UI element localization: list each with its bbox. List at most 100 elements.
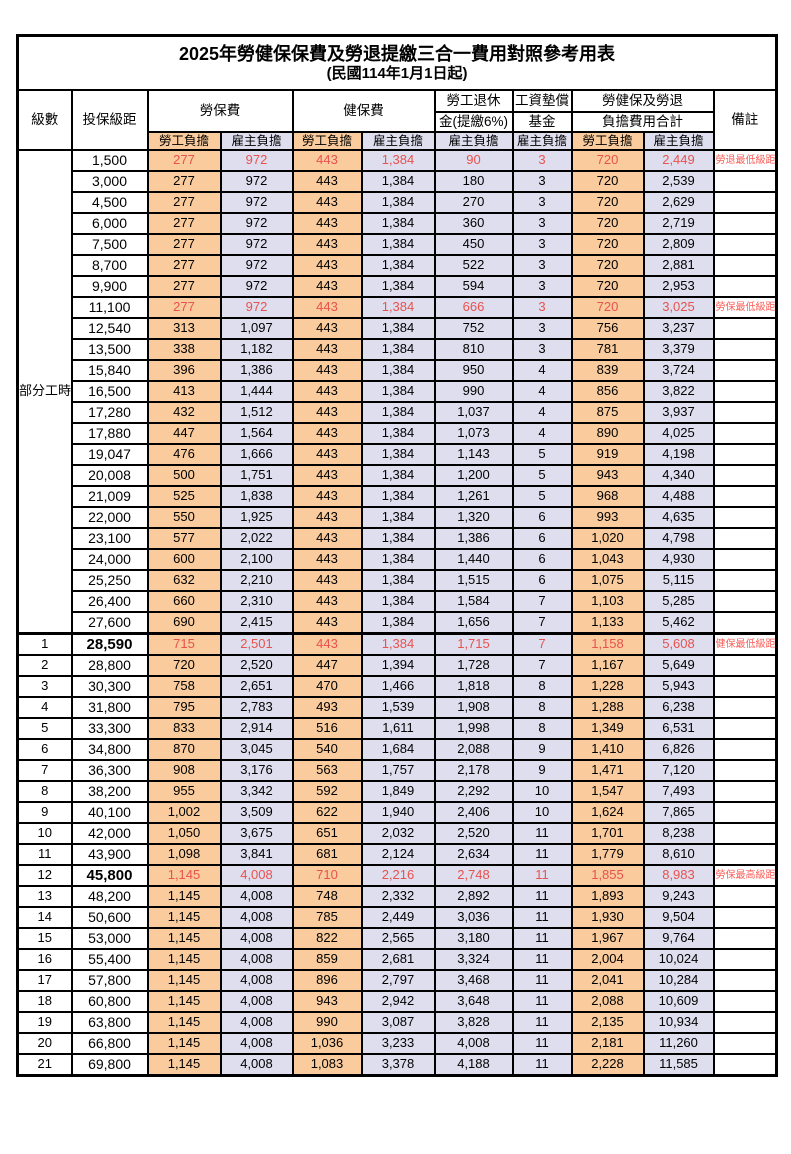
level-cell: 20 (16, 1032, 73, 1055)
remark-cell (712, 675, 778, 698)
pension-employer-cell: 360 (433, 212, 514, 235)
table-row: 12,540 313 1,097 443 1,384 752 3 756 3,237 (18, 317, 778, 340)
health-employee-cell: 443 (291, 548, 363, 571)
health-employer-cell: 2,681 (360, 948, 436, 971)
table-row: 20 66,800 1,145 4,008 1,036 3,233 4,008 11 2,181… (16, 1032, 778, 1055)
total-employee-cell: 1,701 (570, 822, 645, 845)
health-employer-cell: 1,384 (360, 338, 436, 361)
subheader-total-employee: 勞工負擔 (570, 131, 645, 151)
wage-fund-employer-cell: 3 (511, 170, 573, 193)
total-employee-cell: 890 (570, 422, 645, 445)
health-employee-cell: 443 (291, 611, 363, 635)
health-employee-cell: 443 (291, 422, 363, 445)
total-employer-cell: 6,531 (642, 717, 715, 740)
table-row: 6,000 277 972 443 1,384 360 3 720 2,719 (18, 212, 778, 235)
health-employee-cell: 443 (291, 380, 363, 403)
health-employer-cell: 3,087 (360, 1011, 436, 1034)
pension-employer-cell: 1,998 (433, 717, 514, 740)
remark-cell (712, 611, 778, 635)
total-employee-cell: 1,855 (570, 864, 645, 887)
remark-cell (712, 401, 778, 424)
bracket-cell: 30,300 (70, 675, 149, 698)
wage-fund-employer-cell: 11 (511, 843, 573, 866)
health-employer-cell: 2,797 (360, 969, 436, 992)
pension-employer-cell: 1,073 (433, 422, 514, 445)
health-employee-cell: 443 (291, 569, 363, 592)
remark-cell (712, 443, 778, 466)
labor-employer-cell: 3,342 (219, 780, 294, 803)
health-employee-cell: 470 (291, 675, 363, 698)
bracket-cell: 11,100 (70, 296, 149, 319)
labor-employer-cell: 1,512 (219, 401, 294, 424)
table-row: 20,008 500 1,751 443 1,384 1,200 5 943 4,340 (18, 464, 778, 487)
labor-employee-cell: 632 (146, 569, 222, 592)
pension-employer-cell: 1,320 (433, 506, 514, 529)
wage-fund-employer-cell: 11 (511, 1053, 573, 1077)
bracket-cell: 43,900 (70, 843, 149, 866)
health-employee-cell: 748 (291, 885, 363, 908)
labor-employer-cell: 1,097 (219, 317, 294, 340)
remark-cell (712, 1011, 778, 1034)
labor-employee-cell: 1,145 (146, 927, 222, 950)
remark-cell (712, 464, 778, 487)
total-employer-cell: 4,930 (642, 548, 715, 571)
pension-employer-cell: 810 (433, 338, 514, 361)
labor-employee-cell: 1,002 (146, 801, 222, 824)
bracket-cell: 24,000 (70, 548, 149, 571)
total-employee-cell: 856 (570, 380, 645, 403)
health-employee-cell: 563 (291, 759, 363, 782)
labor-employer-cell: 972 (219, 296, 294, 319)
wage-fund-employer-cell: 11 (511, 822, 573, 845)
wage-fund-employer-cell: 3 (511, 149, 573, 172)
bracket-cell: 36,300 (70, 759, 149, 782)
wage-fund-employer-cell: 9 (511, 759, 573, 782)
labor-employee-cell: 1,145 (146, 864, 222, 887)
health-employee-cell: 493 (291, 696, 363, 719)
health-employee-cell: 443 (291, 359, 363, 382)
health-employee-cell: 443 (291, 401, 363, 424)
labor-employee-cell: 1,145 (146, 1053, 222, 1077)
remark-cell (712, 738, 778, 761)
bracket-cell: 6,000 (70, 212, 149, 235)
level-cell: 7 (16, 759, 73, 782)
health-employer-cell: 1,384 (360, 401, 436, 424)
remark-cell (712, 885, 778, 908)
header-bracket: 投保級距 (70, 89, 149, 151)
total-employer-cell: 2,719 (642, 212, 715, 235)
total-employer-cell: 5,115 (642, 569, 715, 592)
total-employee-cell: 919 (570, 443, 645, 466)
pension-employer-cell: 990 (433, 380, 514, 403)
bracket-cell: 38,200 (70, 780, 149, 803)
wage-fund-employer-cell: 7 (511, 590, 573, 613)
bracket-cell: 16,500 (70, 380, 149, 403)
wage-fund-employer-cell: 9 (511, 738, 573, 761)
level-cell: 4 (16, 696, 73, 719)
remark-cell (712, 548, 778, 571)
wage-fund-employer-cell: 10 (511, 801, 573, 824)
total-employer-cell: 3,379 (642, 338, 715, 361)
bracket-cell: 50,600 (70, 906, 149, 929)
total-employee-cell: 2,088 (570, 990, 645, 1013)
pension-employer-cell: 950 (433, 359, 514, 382)
health-employer-cell: 2,032 (360, 822, 436, 845)
level-cell: 3 (16, 675, 73, 698)
bracket-cell: 48,200 (70, 885, 149, 908)
header-wage-fund-line1: 工資墊償 (511, 89, 573, 113)
table-row: 19,047 476 1,666 443 1,384 1,143 5 919 4,198 (18, 443, 778, 466)
remark-cell (712, 822, 778, 845)
bracket-cell: 26,400 (70, 590, 149, 613)
total-employee-cell: 2,041 (570, 969, 645, 992)
remark-cell (712, 191, 778, 214)
health-employee-cell: 443 (291, 338, 363, 361)
header-total-line1: 勞健保及勞退 (570, 89, 715, 113)
wage-fund-employer-cell: 3 (511, 296, 573, 319)
health-employer-cell: 1,384 (360, 443, 436, 466)
labor-employer-cell: 2,501 (219, 632, 294, 656)
pension-employer-cell: 1,515 (433, 569, 514, 592)
health-employee-cell: 710 (291, 864, 363, 887)
table-row: 24,000 600 2,100 443 1,384 1,440 6 1,043 4,930 (18, 548, 778, 571)
header-remark: 備註 (712, 89, 778, 151)
pension-employer-cell: 3,468 (433, 969, 514, 992)
subheader-total-employer: 雇主負擔 (642, 131, 715, 151)
labor-employee-cell: 277 (146, 296, 222, 319)
